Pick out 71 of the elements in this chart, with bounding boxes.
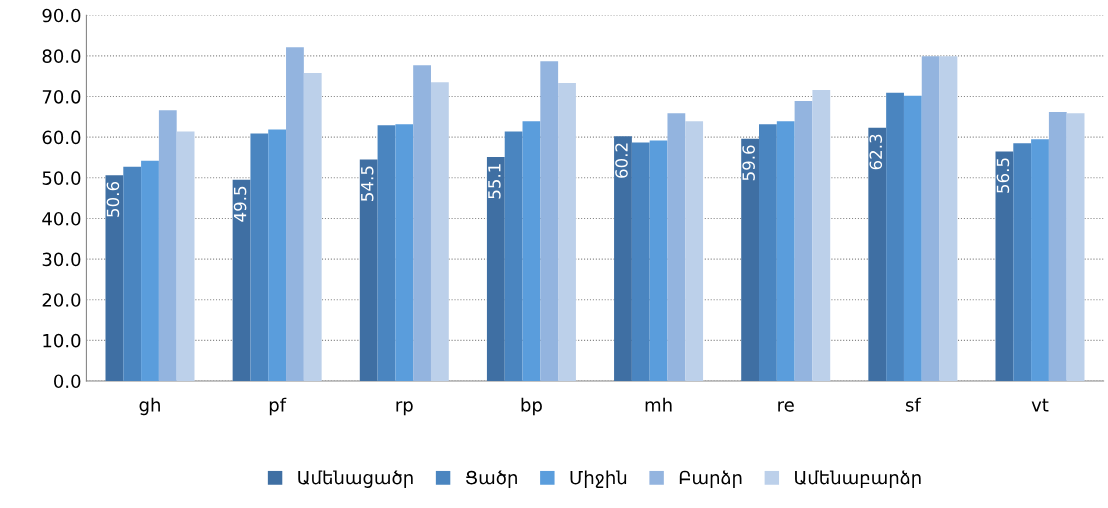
data-label: 56.5 [996,158,1010,193]
legend-label: Բարձր [679,470,742,488]
bar [540,61,559,381]
legend-label: Ամենացածր [298,470,413,488]
legend-label: Ամենաբարձր [795,470,921,488]
bar [995,151,1014,381]
bar [250,133,269,381]
bar [430,82,449,381]
legend-label: Ցածր [466,470,517,488]
y-tick-label: 90.0 [42,8,81,23]
bar [232,179,251,381]
bar [377,125,396,381]
x-tick-label: gh [139,397,160,416]
x-tick-label: mh [645,397,672,412]
data-label: 54.5 [361,166,374,201]
x-tick-label: rp [396,401,413,416]
bar [303,72,322,381]
data-label: 59.6 [742,145,755,181]
bar [794,100,813,381]
y-tick-label: 40.0 [42,211,81,226]
bar [141,160,159,381]
bar [921,56,940,381]
bar [1048,111,1067,381]
y-tick-label: 30.0 [42,252,81,267]
bar [886,92,904,381]
bar [649,140,668,381]
bar [1066,113,1085,381]
bar [685,121,704,381]
data-label: 62.3 [869,134,883,170]
y-tick-label: 0.0 [54,374,81,389]
bar [286,47,304,381]
bar [486,157,505,381]
y-tick-label: 50.0 [42,171,81,185]
bar [413,65,431,381]
bar [558,83,576,381]
x-tick-label: vt [1031,398,1049,412]
bar [903,95,922,381]
x-tick-label: pf [269,397,287,416]
bar [667,113,686,381]
bar [522,121,541,381]
bar [359,159,378,381]
bar [1013,143,1032,381]
legend-label: Միջին [570,470,627,488]
y-tick-label: 70.0 [42,89,81,104]
data-label: 50.6 [106,181,120,217]
bar [1031,139,1049,381]
y-tick-label: 10.0 [43,333,81,348]
bar [741,138,760,381]
bar [939,56,958,381]
bar [776,121,795,381]
data-label: 49.5 [233,186,247,222]
x-tick-label: re [778,401,794,412]
bar [631,142,650,381]
bar [123,166,142,381]
x-tick-label: sf [905,397,922,412]
bar [158,110,177,381]
y-tick-label: 60.0 [42,130,81,145]
bar [759,124,777,381]
data-label: 60.2 [615,143,628,178]
data-label: 55.1 [488,164,501,199]
bar [395,124,414,381]
bar [504,131,523,381]
x-tick-label: bp [521,397,542,416]
bar [268,129,287,381]
bar [614,136,632,381]
bar [868,127,887,381]
y-tick-label: 80.0 [42,49,81,63]
bar [105,175,124,381]
bar [176,131,195,381]
y-tick-label: 20.0 [42,293,81,307]
bar [812,90,831,381]
